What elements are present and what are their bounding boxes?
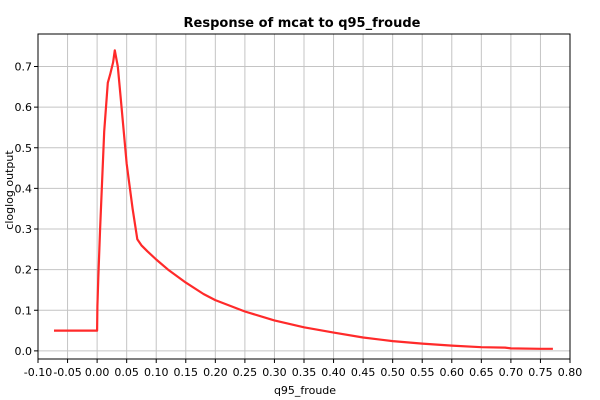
chart-title: Response of mcat to q95_froude (184, 16, 421, 31)
y-tick-label: 0.5 (15, 142, 33, 155)
y-axis-label: cloglog output (3, 150, 16, 230)
y-tick-label: 0.4 (15, 182, 33, 195)
x-tick-label: 0.25 (233, 366, 258, 379)
y-tick-label: 0.1 (15, 304, 33, 317)
y-tick-label: 0.2 (15, 264, 33, 277)
x-tick-label: 0.75 (528, 366, 553, 379)
y-tick-label: 0.6 (15, 101, 33, 114)
x-tick-label: 0.70 (499, 366, 524, 379)
grid (37, 34, 571, 359)
x-axis: -0.10 -0.05 0.00 0.05 0.10 0.15 0.20 0.25 0.30 0.… (24, 359, 582, 379)
x-tick-label: -0.10 (24, 366, 52, 379)
series-layer (54, 49, 553, 350)
x-tick-label: 0.45 (351, 366, 376, 379)
x-tick-label: 0.80 (558, 366, 583, 379)
series-line (54, 49, 553, 350)
x-tick-label: 0.15 (174, 366, 199, 379)
y-tick-label: 0.3 (15, 223, 33, 236)
x-tick-label: 0.35 (292, 366, 317, 379)
x-tick-label: 0.65 (469, 366, 494, 379)
y-tick-label: 0.7 (15, 61, 33, 74)
x-tick-label: 0.10 (144, 366, 169, 379)
x-tick-label: 0.05 (114, 366, 139, 379)
x-tick-label: -0.05 (53, 366, 81, 379)
x-tick-label: 0.40 (321, 366, 346, 379)
x-tick-label: 0.55 (410, 366, 435, 379)
x-tick-label: 0.00 (85, 366, 110, 379)
x-tick-label: 0.50 (380, 366, 405, 379)
x-tick-label: 0.20 (203, 366, 228, 379)
y-tick-label: 0.0 (15, 345, 33, 358)
y-axis: 0.0 0.1 0.2 0.3 0.4 0.5 0.6 0.7 (15, 61, 38, 358)
x-axis-label: q95_froude (274, 384, 336, 397)
x-tick-label: 0.30 (262, 366, 287, 379)
x-tick-label: 0.60 (440, 366, 465, 379)
